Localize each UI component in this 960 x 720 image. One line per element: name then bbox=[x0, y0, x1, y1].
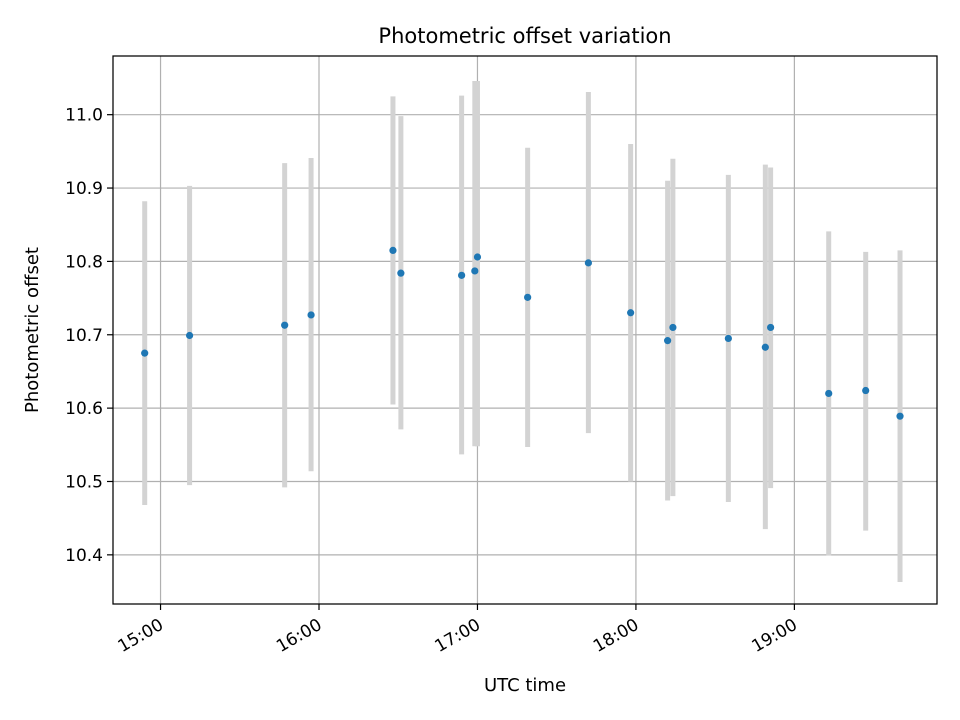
y-tick-label: 11.0 bbox=[65, 106, 103, 126]
y-tick-label: 10.5 bbox=[65, 472, 103, 492]
data-point bbox=[767, 323, 775, 332]
y-axis-label: Photometric offset bbox=[22, 247, 43, 413]
y-axis-ticks: 10.4 10.5 10.6 10.7 10.8 10.9 11.0 bbox=[65, 106, 113, 566]
x-axis-label: UTC time bbox=[484, 675, 566, 696]
y-tick-label: 10.4 bbox=[65, 546, 103, 566]
data-point bbox=[141, 349, 149, 357]
data-point bbox=[896, 412, 904, 420]
plot-frame bbox=[112, 55, 938, 605]
data-point bbox=[862, 386, 870, 395]
data-point bbox=[307, 311, 315, 319]
data-point bbox=[185, 331, 194, 340]
data-point bbox=[669, 323, 677, 332]
data-point bbox=[524, 293, 532, 301]
data-point bbox=[389, 246, 397, 255]
data-point bbox=[584, 259, 592, 267]
y-tick-label: 10.7 bbox=[65, 326, 103, 346]
data-point bbox=[825, 389, 833, 398]
data-points bbox=[141, 246, 904, 420]
y-tick-label: 10.6 bbox=[65, 399, 103, 419]
chart-title: Photometric offset variation bbox=[378, 24, 671, 48]
data-point bbox=[724, 334, 732, 343]
data-point bbox=[473, 253, 482, 261]
data-point bbox=[761, 343, 769, 351]
data-point bbox=[627, 309, 635, 317]
data-point bbox=[458, 271, 466, 279]
data-point bbox=[281, 321, 289, 329]
data-point bbox=[471, 267, 479, 275]
y-tick-label: 10.9 bbox=[65, 179, 103, 199]
data-point bbox=[397, 269, 405, 277]
y-tick-label: 10.8 bbox=[65, 252, 103, 272]
data-point bbox=[664, 337, 672, 345]
